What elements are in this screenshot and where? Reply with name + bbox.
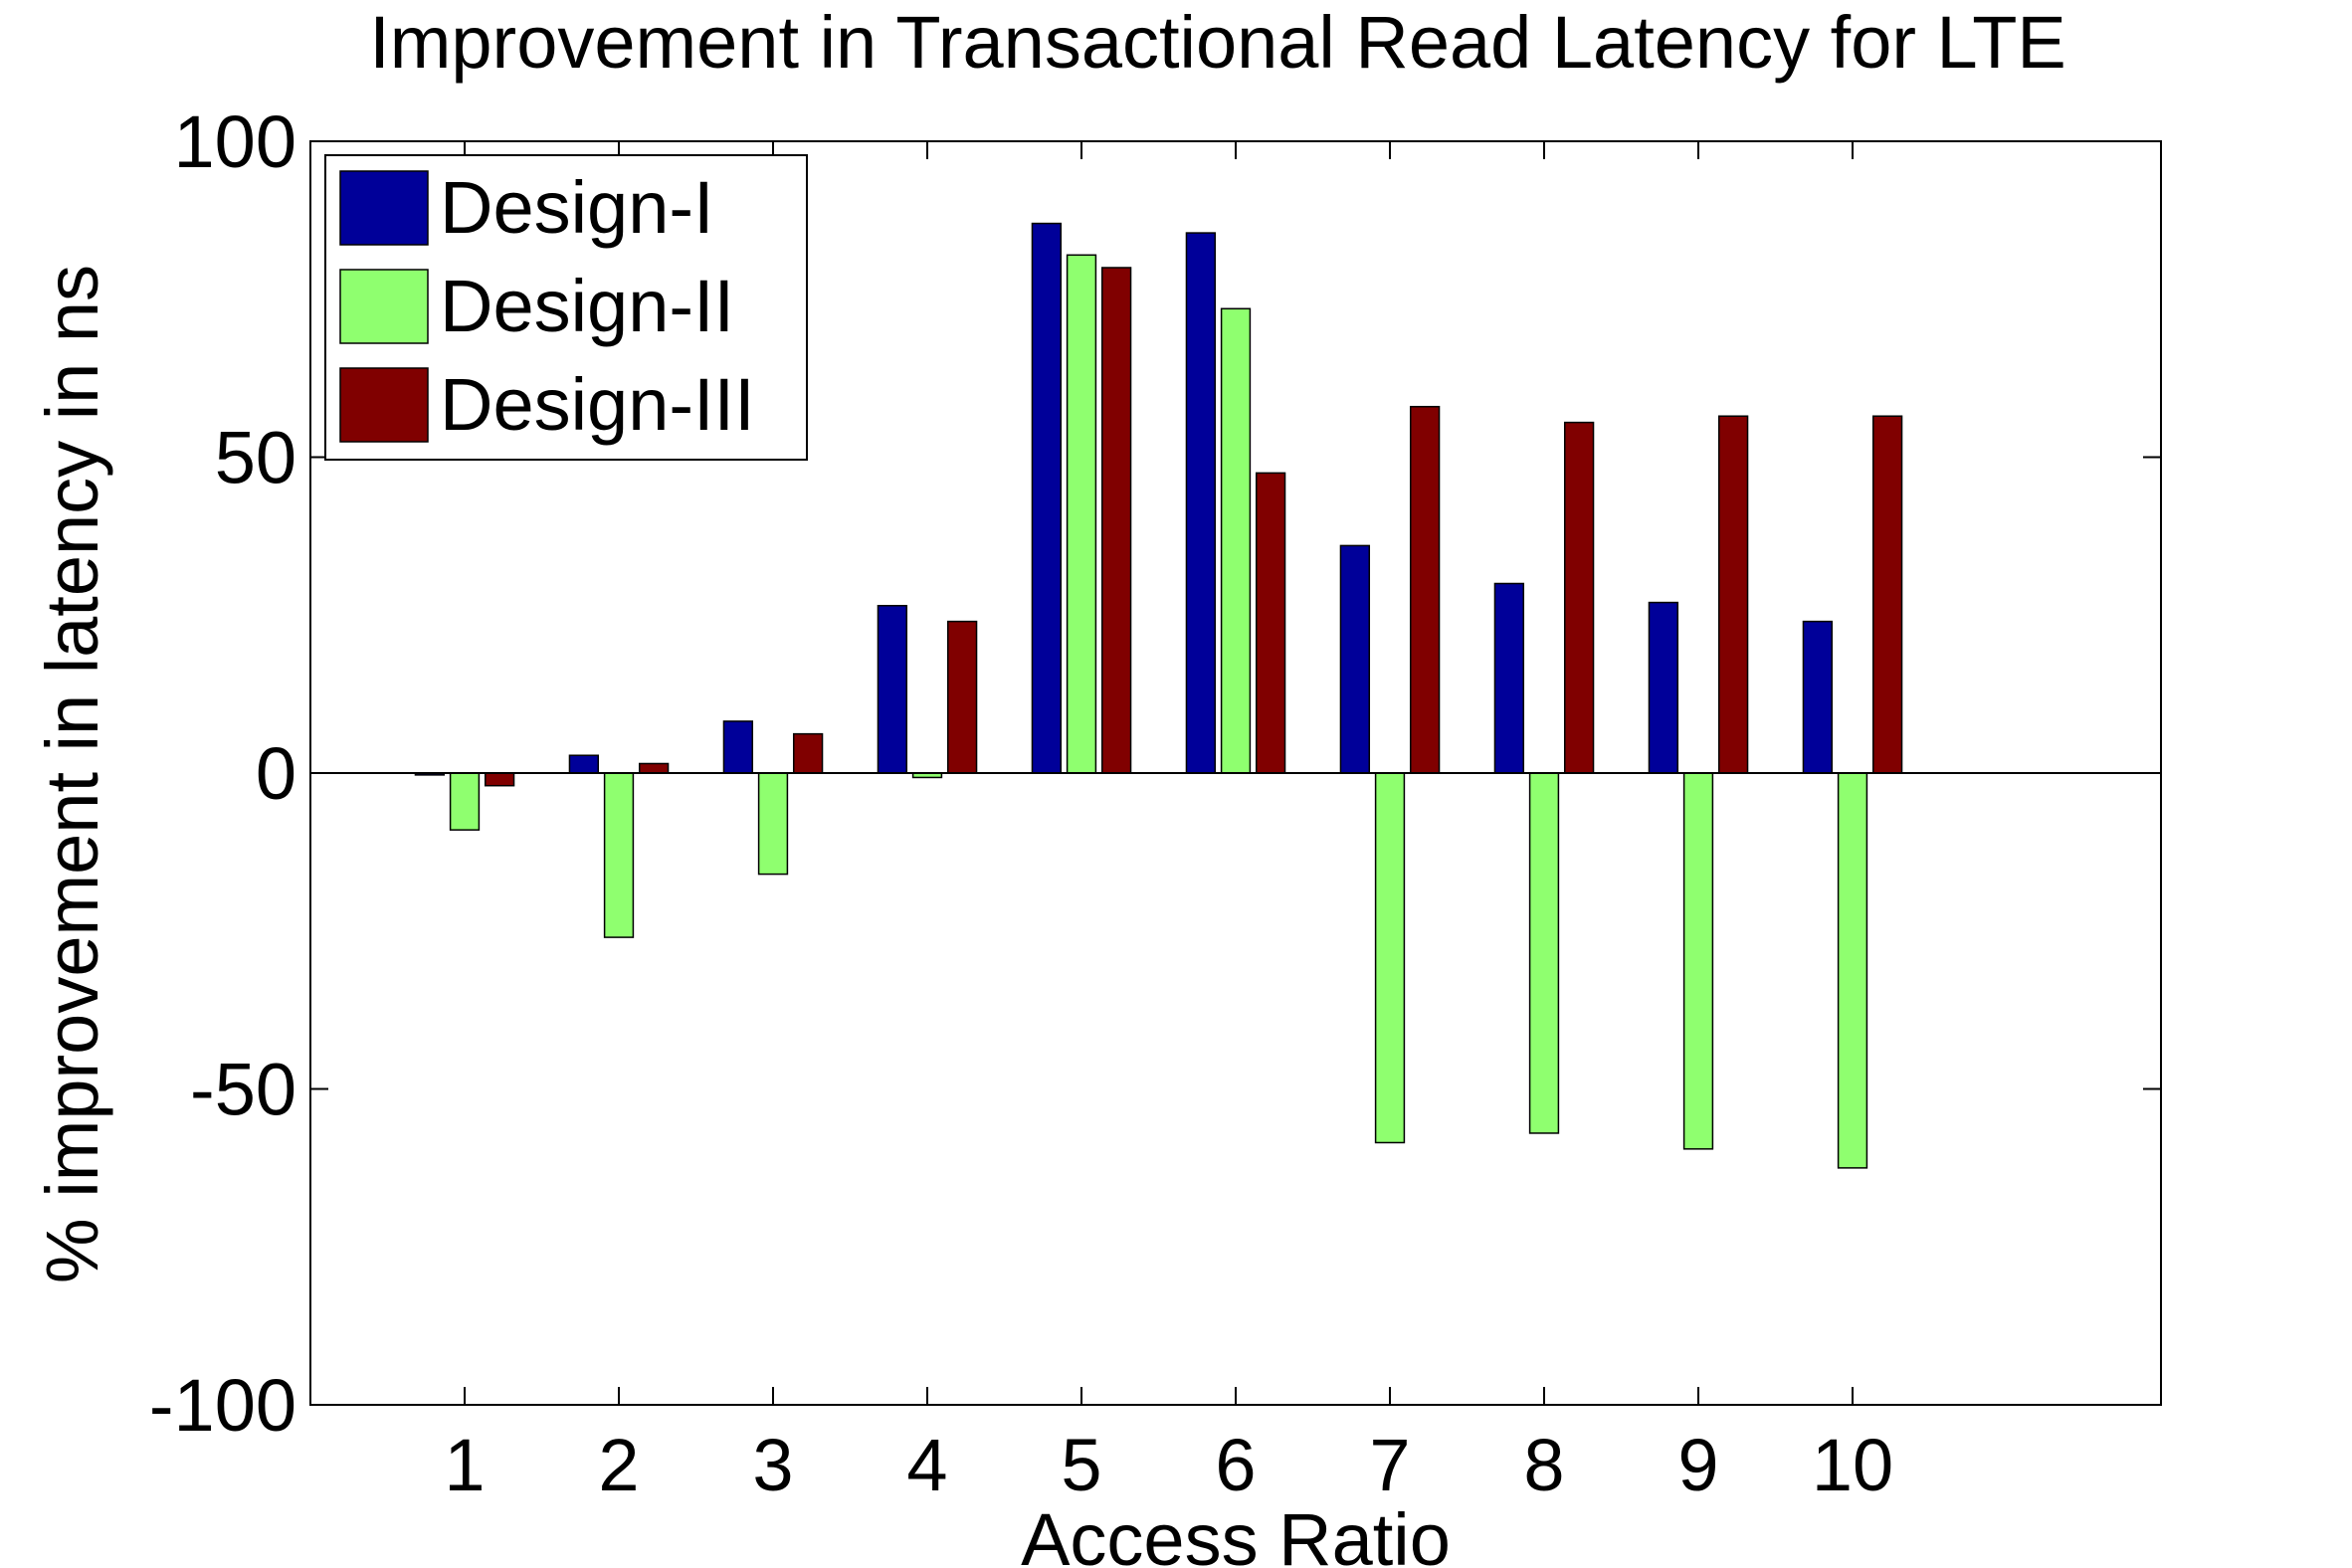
x-tick-label-5: 5 [1061, 1424, 1101, 1506]
y-axis-label: % improvement in latency in ns [31, 265, 113, 1283]
bar-design-ii-7 [1374, 772, 1406, 1144]
bar-design-iii-10 [1871, 415, 1903, 774]
x-tick-label-2: 2 [598, 1424, 639, 1506]
x-axis-label: Access Ratio [1021, 1498, 1451, 1568]
bar-design-iii-6 [1255, 472, 1286, 774]
bar-design-i-6 [1185, 232, 1217, 774]
bar-design-iii-7 [1409, 405, 1441, 774]
bar-design-iii-2 [638, 762, 670, 774]
bar-design-ii-5 [1066, 254, 1097, 774]
x-tick-label-6: 6 [1215, 1424, 1256, 1506]
x-tick-label-1: 1 [444, 1424, 485, 1506]
x-tick-label-8: 8 [1523, 1424, 1564, 1506]
y-tick-label-1: -50 [190, 1049, 296, 1131]
x-tick-label-9: 9 [1677, 1424, 1718, 1506]
legend-label-design-i: Design-I [440, 166, 714, 249]
legend-swatch-design-ii [339, 269, 429, 344]
bar-design-i-4 [877, 604, 908, 774]
x-tick-label-4: 4 [906, 1424, 947, 1506]
legend-swatch-design-iii [339, 367, 429, 443]
y-tick-labels: -100 -50 0 50 100 [149, 100, 296, 1447]
y-tick-label-3: 50 [215, 417, 296, 499]
y-tick-label-4: 100 [174, 100, 296, 183]
bar-design-i-9 [1648, 601, 1679, 774]
x-tick-label-7: 7 [1369, 1424, 1410, 1506]
bar-design-iii-1 [484, 772, 515, 787]
bar-design-i-2 [568, 754, 600, 774]
legend: Design-I Design-II Design-III [324, 154, 808, 461]
x-tick-label-10: 10 [1812, 1424, 1893, 1506]
bar-design-iii-5 [1100, 267, 1132, 774]
x-tick-label-3: 3 [752, 1424, 793, 1506]
bars-layer [414, 222, 1903, 1169]
bar-design-i-8 [1493, 582, 1525, 774]
chart-title: Improvement in Transactional Read Latenc… [369, 1, 2066, 84]
bar-design-ii-3 [757, 772, 789, 876]
x-tick-labels: 1 2 3 4 5 6 7 8 9 10 [444, 1424, 1893, 1506]
legend-label-design-ii: Design-II [440, 265, 734, 347]
bar-design-i-10 [1802, 620, 1834, 774]
bar-design-ii-1 [449, 772, 481, 831]
bar-design-ii-8 [1528, 772, 1560, 1134]
bar-design-iii-3 [792, 732, 824, 774]
bar-design-ii-6 [1220, 307, 1252, 774]
bar-design-ii-10 [1837, 772, 1868, 1169]
bar-design-i-7 [1339, 544, 1371, 774]
y-tick-label-0: -100 [149, 1364, 296, 1447]
bar-design-ii-9 [1682, 772, 1714, 1150]
y-tick-label-2: 0 [256, 732, 296, 815]
bar-design-iii-8 [1563, 421, 1595, 774]
bar-design-ii-2 [603, 772, 635, 938]
bar-design-i-3 [722, 720, 754, 774]
bar-design-iii-4 [946, 620, 978, 774]
legend-label-design-iii: Design-III [440, 363, 755, 446]
bar-design-i-5 [1031, 222, 1063, 774]
legend-entries: Design-I Design-II Design-III [339, 166, 755, 446]
legend-swatch-design-i [339, 170, 429, 246]
bar-design-iii-9 [1717, 415, 1749, 774]
